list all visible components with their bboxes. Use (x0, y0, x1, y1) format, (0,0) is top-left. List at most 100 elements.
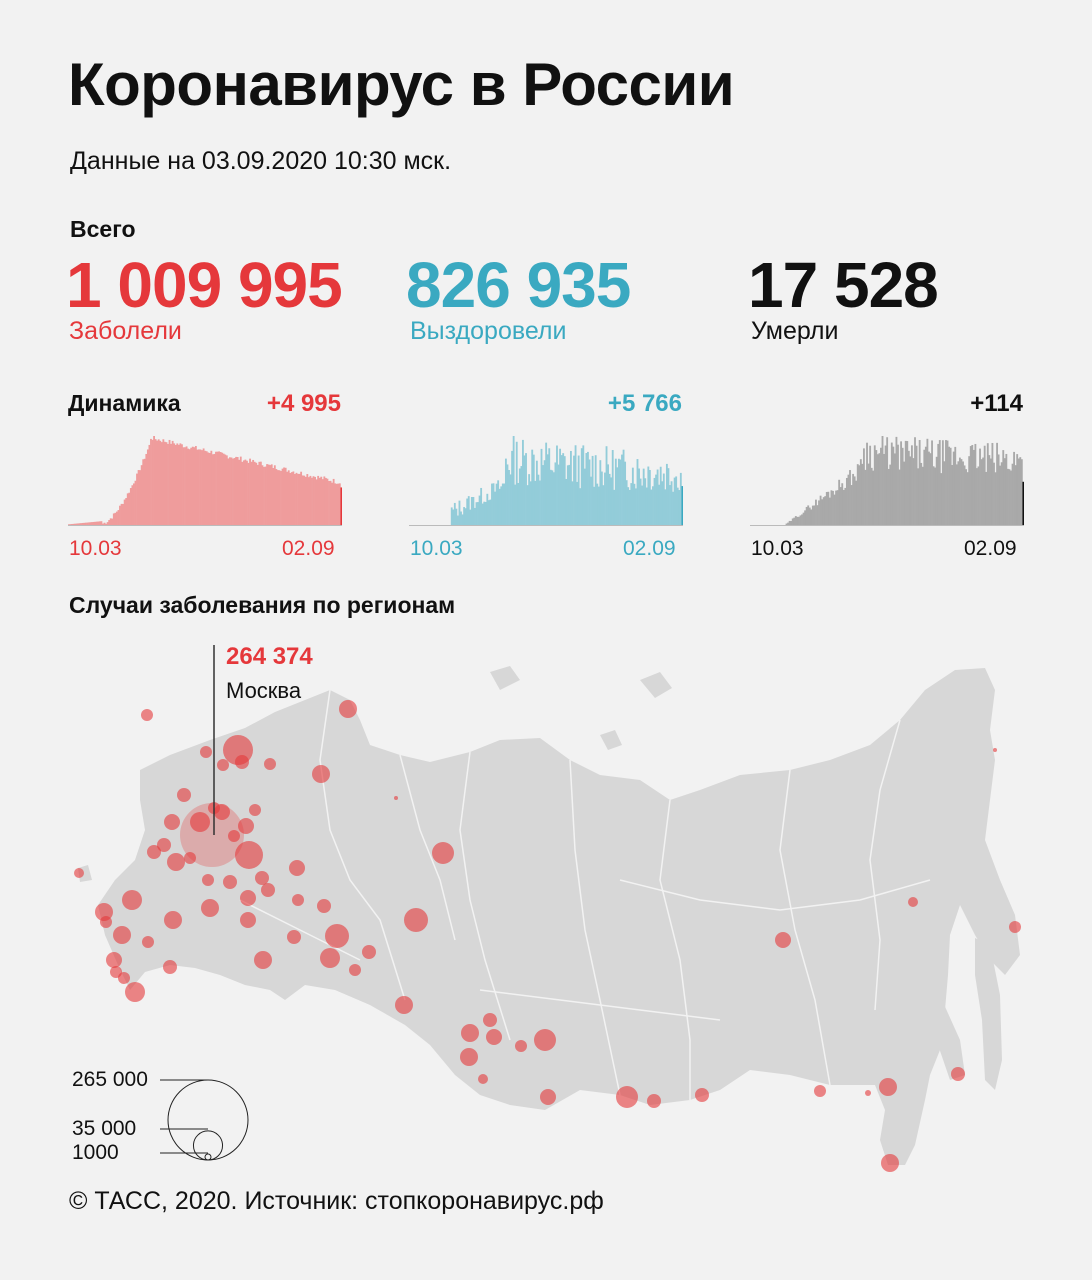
region-bubble (908, 897, 918, 907)
recovered-spark-bar (531, 449, 534, 526)
cases-spark-bar (263, 466, 265, 526)
cases-spark-bar (92, 521, 95, 526)
cases-spark-bar (239, 456, 242, 526)
cases-spark-bar (137, 470, 140, 526)
recovered-spark-bar (576, 481, 579, 526)
recovered-spark-bar (610, 477, 613, 526)
cases-spark-bar (140, 465, 143, 526)
cases-spark-bar (241, 461, 244, 526)
deaths-spark-bar (790, 520, 793, 526)
deaths-start-date: 10.03 (751, 537, 804, 560)
cases-spark-bar (222, 453, 225, 526)
recovered-spark-bar (635, 488, 637, 526)
deaths-spark-bar (825, 491, 828, 526)
region-bubble (74, 868, 84, 878)
cases-end-date: 02.09 (282, 537, 335, 560)
recovered-spark-bar (481, 503, 484, 526)
deaths-spark-bar (955, 464, 958, 526)
cases-spark-bar (331, 482, 334, 526)
region-bubble (200, 746, 212, 758)
region-borders (239, 689, 931, 1100)
region-bubble (235, 755, 249, 769)
source-footer: © ТАСС, 2020. Источник: стопкоронавирус.… (69, 1187, 604, 1215)
cases-spark-bar (109, 518, 112, 526)
region-bubble (184, 852, 196, 864)
recovered-spark-bar (483, 501, 486, 526)
cases-spark-bar (249, 458, 251, 526)
cases-spark-bar (88, 522, 90, 526)
region-bubble (515, 1040, 527, 1052)
deaths-spark-bar (801, 514, 803, 526)
recovered-spark-bar (647, 466, 650, 526)
deaths-spark-bar (844, 487, 847, 526)
cases-spark-bar (267, 464, 270, 526)
region-bubble (289, 860, 305, 876)
region-bubble (100, 916, 112, 928)
cases-spark-bar (185, 446, 188, 526)
deaths-spark-bar (878, 453, 881, 526)
deaths-spark-bar (855, 480, 858, 526)
cases-spark-bar (154, 439, 157, 526)
region-bubble (202, 874, 214, 886)
cases-spark-bar (182, 447, 185, 526)
recovered-spark-bar (480, 487, 483, 526)
deaths-spark-bar (951, 464, 954, 526)
deaths-spark-bar (849, 470, 851, 526)
recovered-spark-bar (566, 465, 569, 526)
recovered-spark-bar (540, 448, 543, 526)
regions-heading: Случаи заболевания по регионам (69, 592, 456, 618)
recovered-spark-bar (495, 483, 498, 526)
recovered-spark-bar (568, 464, 571, 526)
recovered-spark-bar (477, 502, 479, 526)
recovered-spark-bar (602, 485, 605, 526)
recovered-spark-bar (604, 472, 606, 526)
deaths-spark-bar (1020, 459, 1023, 526)
deaths-spark-bar (853, 476, 856, 526)
cases-spark-bar (199, 449, 202, 526)
deaths-spark-bar (907, 450, 910, 526)
recovered-spark-bar (523, 455, 526, 526)
recovered-spark-bar (669, 485, 671, 526)
legend-label-large: 265 000 (72, 1068, 148, 1091)
deaths-spark-bar (810, 509, 813, 526)
recovered-spark-bar (676, 487, 679, 526)
recovered-spark-bar (548, 448, 551, 526)
deaths-spark-bar (960, 459, 963, 526)
recovered-spark-bar (664, 489, 667, 526)
deaths-spark-bar (934, 467, 937, 526)
deaths-spark-bar (962, 461, 964, 526)
deaths-spark-bar (904, 440, 907, 526)
deaths-spark-bar (917, 468, 920, 526)
cases-spark-bar (134, 480, 137, 526)
deaths-spark-bar (929, 453, 932, 526)
cases-spark-bar (202, 448, 205, 526)
recovered-spark-bar (491, 483, 493, 526)
recovered-spark-bar (594, 455, 597, 526)
deaths-spark-bar (1002, 450, 1005, 526)
cases-spark-bar (264, 466, 267, 526)
deaths-spark-bar (802, 512, 805, 526)
cases-spark-bar (133, 483, 135, 526)
recovered-spark-bar (506, 464, 509, 526)
recovered-spark-bar (638, 468, 640, 526)
cases-spark-bar (85, 522, 87, 526)
region-bubble (695, 1088, 709, 1102)
region-bubble (201, 899, 219, 917)
cases-spark-bar (122, 503, 125, 526)
region-bubble (177, 788, 191, 802)
recovered-spark-bar (557, 464, 560, 526)
cases-spark-bar (328, 480, 330, 526)
recovered-spark-bar (470, 497, 473, 526)
deaths-spark-bar (827, 491, 830, 526)
cases-spark-bar (176, 443, 179, 526)
cases-spark-bar (204, 450, 207, 526)
deaths-spark-bar (822, 497, 825, 526)
recovered-spark-bar (599, 460, 602, 526)
cases-spark-bar (123, 499, 126, 526)
cases-spark-bar (201, 450, 203, 526)
page-title: Коронавирус в России (68, 51, 735, 118)
recovered-spark-bar (484, 501, 487, 526)
cases-spark-bar (181, 444, 183, 526)
recovered-spark-bar (467, 496, 470, 526)
legend-circle (167, 1079, 249, 1161)
